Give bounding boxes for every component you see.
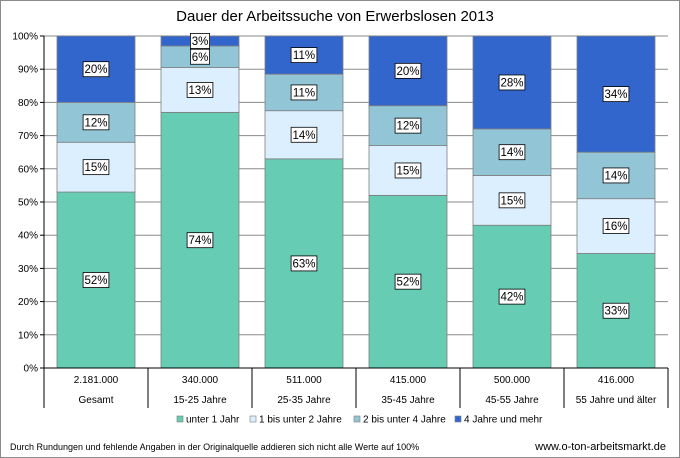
legend-label: 4 Jahre und mehr bbox=[464, 415, 543, 426]
data-label-box bbox=[290, 126, 318, 143]
x-axis-table: 2.181.000 Gesamt 340.000 15-25 Jahre 511.000… bbox=[43, 367, 669, 408]
data-label-box bbox=[189, 48, 210, 65]
x-total-label: 340.000 bbox=[182, 375, 219, 386]
data-label: 11% bbox=[293, 87, 315, 99]
x-category-label: 15-25 Jahre bbox=[173, 395, 227, 406]
legend-swatch bbox=[353, 415, 361, 423]
data-label: 14% bbox=[292, 130, 315, 142]
data-label: 52% bbox=[84, 275, 107, 287]
x-total-label: 500.000 bbox=[494, 375, 531, 386]
y-tick-label: 10% bbox=[18, 330, 38, 341]
data-label-box bbox=[290, 255, 318, 272]
gridlines bbox=[44, 35, 668, 369]
x-category-label: 25-35 Jahre bbox=[277, 395, 331, 406]
x-category-label: 35-45 Jahre bbox=[381, 395, 435, 406]
legend: unter 1 Jahr 1 bis unter 2 Jahre 2 bis unt… bbox=[176, 415, 543, 426]
x-category-label: 55 Jahre und älter bbox=[576, 395, 657, 406]
data-label: 20% bbox=[84, 64, 107, 76]
x-total-label: 415.000 bbox=[390, 375, 427, 386]
data-label-box bbox=[498, 192, 526, 209]
legend-swatch bbox=[249, 415, 257, 423]
y-axis: 0% 10% 20% 30% 40% 50% 60% 70% 80% 90% 100% bbox=[12, 32, 45, 375]
data-label: 14% bbox=[500, 147, 523, 159]
data-labels: 52% 15% 12% 20% 74% 13% 6% 3% 63% 14% 11% 11% 52% 15%… bbox=[82, 33, 630, 319]
y-tick-label: 80% bbox=[18, 98, 38, 109]
data-label-box bbox=[394, 162, 422, 179]
data-label: 15% bbox=[500, 195, 523, 207]
data-label: 52% bbox=[396, 277, 419, 289]
data-label-box bbox=[602, 302, 630, 319]
data-label: 13% bbox=[188, 85, 211, 97]
data-label-box bbox=[82, 114, 110, 131]
data-label-box bbox=[602, 218, 630, 234]
data-label-box bbox=[394, 117, 422, 134]
data-label-box bbox=[82, 159, 110, 176]
legend-swatch bbox=[454, 415, 462, 423]
data-label: 28% bbox=[500, 77, 523, 89]
data-label: 34% bbox=[604, 89, 627, 101]
x-category-label: 45-55 Jahre bbox=[485, 395, 539, 406]
data-label: 15% bbox=[84, 162, 107, 174]
data-label: 6% bbox=[192, 52, 209, 64]
y-tick-label: 0% bbox=[24, 364, 39, 375]
data-label: 14% bbox=[604, 170, 627, 182]
data-label-box bbox=[290, 84, 318, 101]
x-total-label: 511.000 bbox=[286, 375, 322, 386]
y-tick-label: 30% bbox=[18, 264, 38, 275]
y-tick-label: 100% bbox=[12, 32, 38, 43]
data-label-box bbox=[290, 47, 318, 63]
data-label: 11% bbox=[293, 50, 315, 62]
data-label-box bbox=[394, 62, 422, 79]
data-label-box bbox=[498, 288, 526, 305]
data-label-box bbox=[186, 232, 214, 249]
y-tick-label: 20% bbox=[18, 297, 38, 308]
chart-title: Dauer der Arbeitssuche von Erwerbslosen … bbox=[176, 8, 494, 25]
data-label: 12% bbox=[84, 117, 107, 129]
y-tick-label: 50% bbox=[18, 198, 38, 209]
data-label: 15% bbox=[396, 165, 419, 177]
data-label: 63% bbox=[292, 258, 315, 270]
footnote: Durch Rundungen und fehlende Angaben in … bbox=[10, 442, 419, 452]
data-label-box bbox=[498, 74, 526, 91]
x-total-label: 2.181.000 bbox=[74, 375, 119, 386]
legend-label: 2 bis unter 4 Jahre bbox=[363, 415, 446, 426]
data-label-box bbox=[82, 61, 110, 78]
y-tick-label: 70% bbox=[18, 131, 38, 142]
legend-label: unter 1 Jahr bbox=[186, 415, 240, 426]
data-label: 42% bbox=[500, 292, 523, 304]
data-label-box bbox=[186, 82, 214, 98]
data-label-box bbox=[82, 272, 110, 288]
y-tick-label: 60% bbox=[18, 164, 38, 175]
data-label: 33% bbox=[604, 306, 627, 318]
data-label: 16% bbox=[604, 221, 627, 233]
legend-swatch bbox=[176, 415, 184, 423]
y-tick-label: 90% bbox=[18, 65, 38, 76]
legend-label: 1 bis unter 2 Jahre bbox=[259, 415, 342, 426]
data-label-box bbox=[189, 33, 210, 49]
data-label: 20% bbox=[396, 66, 419, 78]
x-total-label: 416.000 bbox=[598, 375, 635, 386]
data-label-box bbox=[602, 167, 630, 184]
data-label: 74% bbox=[188, 235, 211, 247]
source-url: www.o-ton-arbeitsmarkt.de bbox=[534, 441, 666, 453]
data-label: 3% bbox=[192, 36, 209, 48]
data-label-box bbox=[498, 144, 526, 161]
y-tick-label: 40% bbox=[18, 231, 38, 242]
data-label: 12% bbox=[396, 121, 419, 133]
data-label-box bbox=[394, 273, 422, 290]
data-label-box bbox=[602, 86, 630, 102]
x-category-label: Gesamt bbox=[78, 395, 113, 406]
